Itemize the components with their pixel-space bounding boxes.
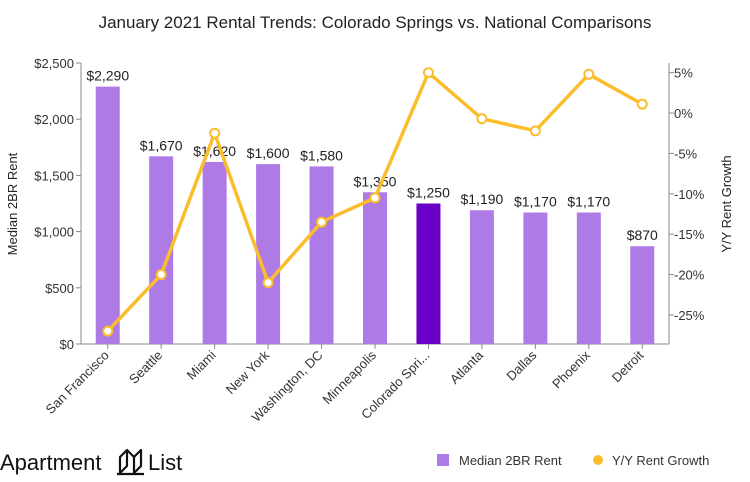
y2-tick-label: -15% xyxy=(674,227,705,242)
bar-value-label: $1,170 xyxy=(514,193,557,209)
bar-value-labels: $2,290 $1,670 $1,620 $1,600 $1,580 $1,350 $1,2… xyxy=(86,68,658,244)
bar-value-label: $1,350 xyxy=(354,173,397,189)
y2-tick-label: 5% xyxy=(674,66,693,81)
bar xyxy=(576,212,601,344)
y2-tick-label: -20% xyxy=(674,268,705,283)
y-tick-label: $1,500 xyxy=(34,168,74,183)
bar-value-label: $1,250 xyxy=(407,185,450,201)
bar-value-label: $1,170 xyxy=(567,193,610,209)
legend-line-label: Y/Y Rent Growth xyxy=(612,453,709,468)
growth-point xyxy=(155,269,167,281)
growth-point xyxy=(262,277,274,289)
growth-markers xyxy=(102,67,648,337)
bar xyxy=(363,192,387,344)
bar xyxy=(630,246,655,344)
brand-name-right: List xyxy=(148,450,182,475)
growth-point xyxy=(422,67,434,79)
category-label: Phoenix xyxy=(549,347,593,391)
bar xyxy=(469,210,494,344)
bar-value-label: $1,670 xyxy=(140,137,183,153)
y-tick-label: $2,500 xyxy=(34,56,74,71)
left-axis-ticks: $0 $500 $1,000 $1,500 $2,000 $2,500 xyxy=(34,56,81,352)
category-labels: San Francisco Seattle Miami New YorkWashing… xyxy=(42,344,647,425)
y-tick-label: $0 xyxy=(60,337,74,352)
legend: Median 2BR Rent Y/Y Rent Growth xyxy=(437,453,709,468)
bar xyxy=(416,203,441,344)
y2-axis-title: Y/Y Rent Growth xyxy=(719,155,734,252)
growth-point xyxy=(102,325,114,337)
bar xyxy=(523,212,548,344)
bar xyxy=(256,164,281,344)
category-label: Seattle xyxy=(126,348,165,387)
category-label: Detroit xyxy=(609,347,647,385)
y-tick-label: $2,000 xyxy=(34,112,74,127)
bar-value-label: $1,600 xyxy=(247,145,290,161)
right-axis-ticks: -25% -20% -15% -10% -5% 0% 5% xyxy=(669,66,705,323)
growth-point xyxy=(369,192,381,204)
growth-point xyxy=(209,127,221,139)
y-tick-label: $500 xyxy=(45,281,74,296)
chart-title: January 2021 Rental Trends: Colorado Spr… xyxy=(99,13,652,32)
bar xyxy=(202,161,227,344)
bar-value-label: $1,190 xyxy=(460,191,503,207)
category-label: San Francisco xyxy=(42,348,111,417)
growth-point xyxy=(529,125,541,137)
y2-tick-label: -5% xyxy=(674,146,698,161)
y-axis-title: Median 2BR Rent xyxy=(5,152,20,255)
brand-name-left: Apartment xyxy=(0,450,102,475)
y2-tick-label: 0% xyxy=(674,106,693,121)
y2-tick-label: -25% xyxy=(674,308,705,323)
brand-mark-icon xyxy=(117,448,144,476)
growth-point xyxy=(476,113,488,125)
legend-bar-label: Median 2BR Rent xyxy=(459,453,562,468)
bar xyxy=(309,166,334,344)
legend-line-swatch xyxy=(593,455,603,465)
growth-point xyxy=(316,216,328,228)
y2-tick-label: -10% xyxy=(674,187,705,202)
category-label: Atlanta xyxy=(447,347,487,387)
category-label: New York xyxy=(223,347,273,397)
growth-point xyxy=(583,68,595,80)
bar-series xyxy=(95,86,655,344)
category-label: Miami xyxy=(184,347,219,382)
bar-value-label: $870 xyxy=(627,227,658,243)
bar-value-label: $1,580 xyxy=(300,147,343,163)
y-tick-label: $1,000 xyxy=(34,225,74,240)
brand-logo: Apartment List xyxy=(0,448,182,476)
bar xyxy=(95,86,120,344)
bar-value-label: $1,620 xyxy=(193,143,236,159)
category-label: Dallas xyxy=(503,347,540,384)
legend-bar-swatch xyxy=(437,454,449,466)
growth-point xyxy=(636,98,648,110)
bar-value-label: $2,290 xyxy=(86,68,129,84)
